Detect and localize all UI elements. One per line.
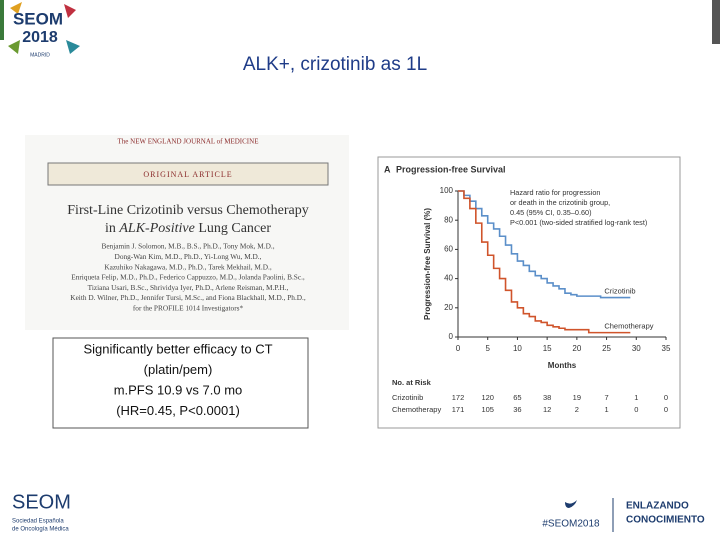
- section-box: [47, 162, 329, 186]
- article-title: First-Line Crizotinib versus Chemotherap…: [67, 203, 308, 218]
- y-tick-label: 40: [444, 274, 453, 283]
- author-line: Enriqueta Felip, M.D., Ph.D., Federico C…: [71, 273, 305, 282]
- y-tick-label: 0: [449, 332, 454, 341]
- article-title: in ALK-Positive Lung Cancer: [105, 221, 271, 236]
- risk-value: 1: [634, 393, 638, 402]
- y-tick-label: 80: [444, 215, 453, 224]
- risk-value: 171: [452, 405, 465, 414]
- x-tick-label: 20: [572, 344, 581, 353]
- x-tick-label: 15: [543, 344, 552, 353]
- km-curve: [458, 190, 631, 334]
- risk-value: 12: [543, 405, 551, 414]
- author-line: Tiziana Usari, B.Sc., Shrividya Iyer, Ph…: [88, 283, 289, 292]
- x-tick-label: 35: [662, 344, 671, 353]
- risk-value: 1: [604, 405, 608, 414]
- y-tick-label: 60: [444, 245, 453, 254]
- risk-row-name: Crizotinib: [392, 393, 423, 402]
- risk-value: 7: [604, 393, 608, 402]
- title-part: ALK-Positive: [118, 221, 194, 236]
- curve-label: Crizotinib: [604, 287, 635, 296]
- km-curve: [458, 190, 631, 299]
- footer-logo: SEOM: [12, 491, 71, 513]
- slide-title: ALK+, crizotinib as 1L: [243, 54, 427, 75]
- logo-year: 2018: [22, 29, 58, 46]
- author-line: Dong-Wan Kim, M.D., Ph.D., Yi-Long Wu, M…: [115, 252, 262, 261]
- curve-label: Chemotherapy: [604, 322, 653, 331]
- slogan: CONOCIMIENTO: [626, 515, 705, 526]
- y-tick-label: 20: [444, 303, 453, 312]
- hashtag: #SEOM2018: [542, 519, 600, 530]
- chart-panel: [377, 156, 681, 429]
- x-tick-label: 5: [485, 344, 490, 353]
- y-tick-label: 100: [440, 186, 454, 195]
- corner-bar: [712, 0, 720, 44]
- annotation: or death in the crizotinib group,: [510, 198, 610, 207]
- summary-box: [52, 337, 309, 429]
- risk-value: 19: [573, 393, 581, 402]
- footer-logo-sub: Sociedad Española: [12, 519, 64, 525]
- annotation: 0.45 (95% CI, 0.35–0.60): [510, 208, 592, 217]
- risk-value: 0: [664, 393, 668, 402]
- x-axis-label: Months: [548, 361, 577, 370]
- author-line: Keith D. Wilner, Ph.D., Jennifer Tursi, …: [70, 293, 306, 302]
- logo-city: MADRID: [30, 52, 50, 58]
- risk-value: 120: [481, 393, 494, 402]
- risk-value: 2: [575, 405, 579, 414]
- risk-value: 105: [481, 405, 494, 414]
- author-line: Kazuhiko Nakagawa, M.D., Ph.D., Tarek Me…: [104, 262, 272, 271]
- panel-label: A: [384, 164, 391, 174]
- section: ORIGINAL ARTICLE: [143, 170, 232, 179]
- journal: The NEW ENGLAND JOURNAL of MEDICINE: [118, 138, 259, 146]
- logo-icon: [0, 0, 80, 54]
- x-tick-label: 0: [456, 344, 461, 353]
- summary-line: m.PFS 10.9 vs 7.0 mo: [114, 382, 243, 397]
- risk-value: 65: [513, 393, 521, 402]
- summary-line: (HR=0.45, P<0.0001): [116, 403, 240, 418]
- risk-value: 36: [513, 405, 521, 414]
- x-tick-label: 25: [602, 344, 611, 353]
- slogan: ENLAZANDO: [626, 501, 689, 512]
- x-tick-label: 10: [513, 344, 522, 353]
- chart-title: Progression-free Survival: [396, 164, 506, 174]
- risk-value: 0: [634, 405, 638, 414]
- author-line: for the PROFILE 1014 Investigators*: [133, 303, 244, 312]
- twitter-icon: [565, 500, 577, 508]
- risk-value: 0: [664, 405, 668, 414]
- risk-value: 172: [452, 393, 465, 402]
- footer-logo-sub: de Oncología Médica: [12, 527, 69, 533]
- annotation: Hazard ratio for progression: [510, 188, 600, 197]
- title-part: in: [105, 221, 119, 236]
- x-tick-label: 30: [632, 344, 641, 353]
- author-line: Benjamin J. Solomon, M.B., B.S., Ph.D., …: [101, 242, 274, 251]
- logo-text: SEOM: [13, 9, 63, 28]
- risk-value: 38: [543, 393, 551, 402]
- title-part: Lung Cancer: [195, 221, 272, 236]
- y-axis-label: Progression-free Survival (%): [423, 208, 432, 320]
- risk-row-name: Chemotherapy: [392, 405, 441, 414]
- annotation: P<0.001 (two-sided stratified log-rank t…: [510, 218, 647, 227]
- summary-line: (platin/pem): [144, 362, 213, 377]
- summary-line: Significantly better efficacy to CT: [83, 341, 272, 356]
- risk-label: No. at Risk: [392, 378, 432, 387]
